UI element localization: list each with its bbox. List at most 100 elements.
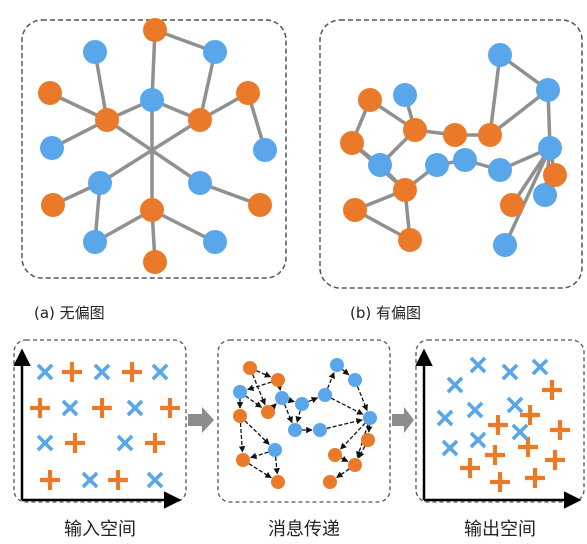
mp-node bbox=[271, 373, 285, 387]
output-cross-icon bbox=[446, 376, 464, 394]
output-plus-icon bbox=[550, 420, 571, 440]
mp-edge bbox=[269, 403, 277, 411]
mp-edge bbox=[284, 404, 293, 424]
input-space-border bbox=[13, 339, 187, 503]
message-passing-border bbox=[217, 339, 391, 503]
input-plus-icon bbox=[108, 470, 128, 490]
graph-b-node bbox=[536, 78, 560, 102]
input-cross-icon bbox=[36, 363, 54, 381]
mp-node bbox=[328, 448, 342, 462]
output-space-points bbox=[436, 356, 571, 492]
mp-edge bbox=[238, 422, 246, 453]
mp-node bbox=[330, 358, 344, 372]
graph-a-node bbox=[203, 40, 227, 64]
graph-a-node bbox=[248, 193, 272, 217]
mp-node bbox=[361, 433, 375, 447]
graph-a-node bbox=[140, 88, 164, 112]
output-plus-icon bbox=[485, 445, 505, 465]
input-space-points bbox=[30, 362, 180, 490]
input-plus-icon bbox=[62, 362, 82, 382]
output-cross-icon bbox=[531, 358, 549, 376]
graph-b-edge bbox=[503, 147, 552, 246]
graph-b-node bbox=[393, 178, 417, 202]
input-plus-icon bbox=[92, 398, 112, 418]
message-passing-label: 消息传递 bbox=[268, 519, 340, 540]
graph-a-node bbox=[143, 250, 167, 274]
output-plus-icon bbox=[545, 450, 566, 470]
output-cross-icon bbox=[436, 409, 454, 427]
input-cross-icon bbox=[151, 363, 169, 381]
mp-node bbox=[348, 373, 362, 387]
graph-b-edge bbox=[488, 54, 502, 136]
input-plus-icon bbox=[40, 470, 61, 490]
message-passing-graph bbox=[233, 358, 377, 489]
graph-a-node bbox=[188, 171, 212, 195]
graph-a-node bbox=[143, 18, 167, 42]
graph-b-node bbox=[488, 158, 512, 182]
output-plus-icon bbox=[460, 458, 480, 478]
graph-a-edge bbox=[99, 118, 201, 185]
mp-node bbox=[275, 391, 289, 405]
graph-b-node bbox=[358, 88, 382, 112]
mp-edge bbox=[245, 395, 263, 408]
mp-edge bbox=[341, 368, 350, 376]
output-cross-icon bbox=[469, 356, 487, 374]
mp-node bbox=[318, 388, 332, 402]
output-space-label: 输出空间 bbox=[464, 519, 536, 540]
graph-a-node bbox=[140, 198, 164, 222]
graph-b-node bbox=[500, 193, 524, 217]
mp-node bbox=[243, 361, 257, 375]
graph-a-undirected bbox=[38, 18, 277, 274]
graph-a-node bbox=[188, 108, 212, 132]
graph-b-node bbox=[368, 153, 392, 177]
graph-a-node bbox=[95, 108, 119, 132]
input-plus-icon bbox=[145, 433, 165, 453]
input-cross-icon bbox=[61, 399, 79, 417]
mp-node bbox=[261, 405, 275, 419]
output-plus-icon bbox=[488, 415, 508, 435]
output-plus-icon bbox=[520, 405, 541, 425]
graph-a-node bbox=[38, 81, 62, 105]
mp-edge bbox=[287, 396, 295, 404]
mp-edge bbox=[358, 445, 366, 459]
output-cross-icon bbox=[466, 401, 484, 419]
graph-a-node bbox=[40, 136, 64, 160]
mp-node bbox=[323, 475, 337, 489]
input-plus-icon bbox=[160, 398, 180, 418]
flow-arrow-2 bbox=[392, 407, 414, 433]
output-cross-icon bbox=[501, 363, 519, 381]
mp-edge bbox=[356, 386, 368, 412]
graph-a-label: (a) 无偏图 bbox=[34, 304, 105, 322]
graph-b-edge bbox=[488, 88, 550, 137]
mp-node bbox=[295, 397, 309, 411]
mp-edge bbox=[275, 383, 283, 391]
mp-node bbox=[233, 385, 247, 399]
output-plus-icon bbox=[542, 380, 563, 400]
input-cross-icon bbox=[126, 399, 144, 417]
graph-b-directed bbox=[340, 43, 567, 257]
mp-edge bbox=[326, 418, 363, 429]
mp-edge bbox=[295, 410, 302, 423]
graph-a-node bbox=[41, 193, 65, 217]
mp-edge bbox=[366, 424, 373, 433]
graph-b-label: (b) 有偏图 bbox=[350, 304, 421, 322]
input-plus-icon bbox=[121, 362, 142, 382]
mp-node bbox=[288, 423, 302, 437]
graph-a-node bbox=[203, 230, 227, 254]
graph-b-node bbox=[443, 123, 467, 147]
graph-b-node bbox=[398, 228, 422, 252]
mp-edge bbox=[340, 455, 349, 463]
graph-b-node bbox=[478, 123, 502, 147]
output-cross-icon bbox=[511, 423, 529, 441]
mp-node bbox=[363, 411, 377, 425]
output-plus-icon bbox=[518, 437, 539, 457]
mp-edge bbox=[330, 397, 364, 415]
graph-b-node bbox=[425, 153, 449, 177]
graph-b-node bbox=[493, 233, 517, 257]
graph-b-node bbox=[488, 43, 512, 67]
mp-edge bbox=[336, 468, 350, 479]
mp-node bbox=[236, 453, 250, 467]
input-plus-icon bbox=[65, 433, 85, 453]
mp-node bbox=[348, 458, 362, 472]
